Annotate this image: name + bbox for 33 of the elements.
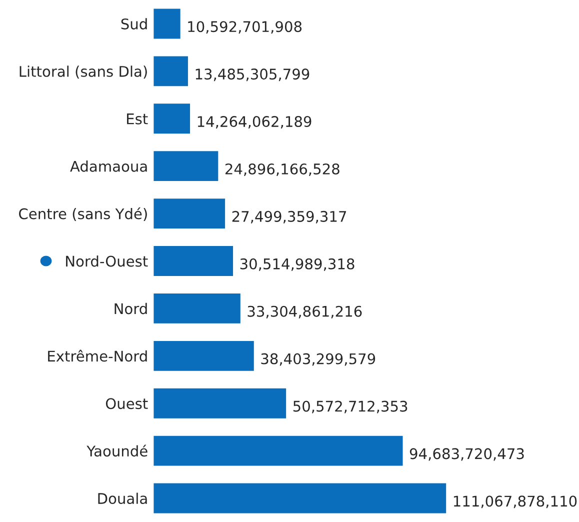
bar [153,340,256,372]
y-tick-label: Douala [98,492,147,504]
data-label: 14,264,062,189 [198,116,312,129]
data-label: 111,067,878,110 [454,496,577,508]
data-label: 33,304,861,216 [248,306,362,318]
bar [153,54,190,88]
y-tick-label: Yaoundé [86,444,148,457]
y-tick-label: Centre (sans Ydé) [19,207,147,222]
y-tick-label: Ouest [106,398,148,410]
bar [153,7,182,40]
y-tick-label: Nord-Ouest [66,255,148,267]
bar [153,102,192,135]
bar [153,244,234,278]
y-tick-label: Adamaoua [70,160,147,172]
data-label: 50,572,712,353 [293,400,408,414]
bar [153,150,220,182]
bar [153,434,404,468]
y-tick-label: Littoral (sans Dla) [20,66,147,79]
bar [153,197,226,230]
bar [153,292,242,325]
data-label: 10,592,701,908 [188,21,302,34]
data-label: 13,485,305,799 [196,68,310,82]
bar [153,482,448,515]
data-label: 24,896,166,528 [225,163,340,176]
y-tick-label: Nord [114,302,147,314]
data-label: 27,499,359,317 [232,210,346,224]
data-label: 94,683,720,473 [410,448,524,461]
y-tick-label: Est [127,114,148,124]
data-label: 30,514,989,318 [240,258,354,271]
data-label: 38,403,299,579 [261,353,376,366]
y-tick-label: Extrême-Nord [48,350,147,362]
bar [153,387,288,420]
y-tick-label: Sud [121,18,147,30]
